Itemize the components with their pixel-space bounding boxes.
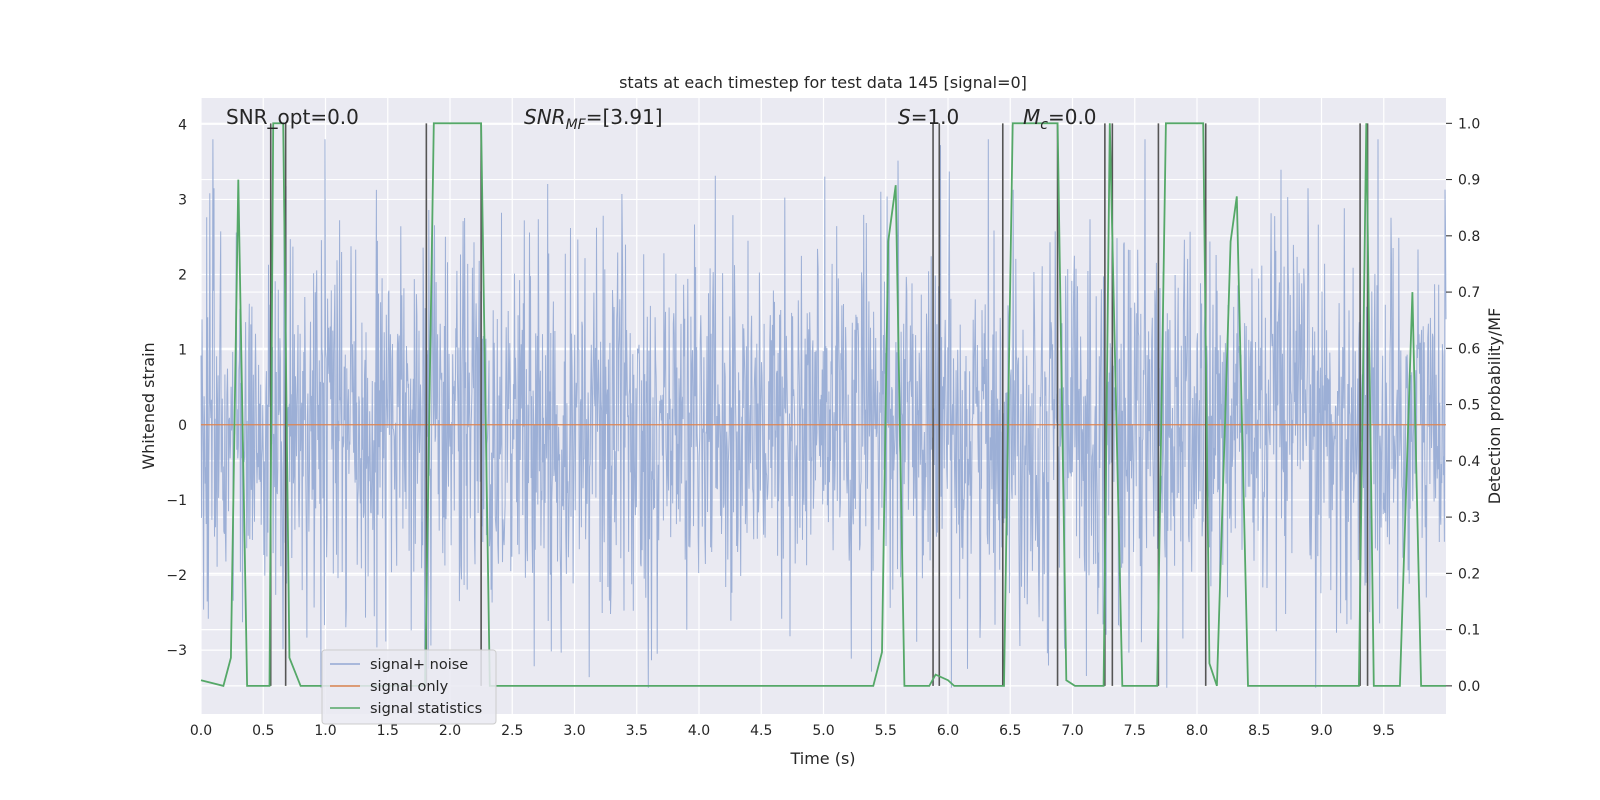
left-y-tick-label: −3	[166, 643, 187, 659]
snr-mf-prefix: SNR	[524, 105, 566, 129]
right-y-tick-label: 0.5	[1458, 398, 1480, 414]
x-axis-ticks: 0.0 0.5 1.0 1.5 2.0 2.5 3.0 3.5 4.0 4.5 5.0 5.5 6.0 6…	[190, 723, 1395, 739]
x-tick-label: 3.0	[563, 723, 585, 739]
x-tick-label: 6.0	[937, 723, 959, 739]
s-annotation: S=1.0	[898, 105, 959, 129]
legend-box	[321, 649, 497, 725]
left-y-tick-label: 4	[178, 117, 187, 133]
x-tick-label: 2.5	[501, 723, 523, 739]
x-tick-label: 9.0	[1310, 723, 1332, 739]
s-value: =1.0	[911, 105, 960, 129]
right-y-tick-label: 0.0	[1458, 679, 1480, 695]
left-y-tick-label: −2	[166, 568, 187, 584]
right-y-tick-label: 0.9	[1458, 173, 1480, 189]
mc-annotation: Mc=0.0	[1023, 105, 1097, 133]
legend-label-signal-only: signal only	[370, 679, 449, 695]
x-tick-label: 5.5	[875, 723, 897, 739]
left-y-axis-ticks: 4 3 2 1 0 −1 −2 −3	[166, 117, 187, 659]
x-tick-label: 7.0	[1061, 723, 1083, 739]
s-label: S	[898, 105, 911, 129]
right-y-axis-label: Detection probability/MF	[1485, 308, 1504, 505]
legend-label-signal-noise: signal+ noise	[370, 657, 468, 673]
signal-noise-series	[200, 139, 1447, 688]
right-y-tick-label: 0.4	[1458, 454, 1480, 470]
x-tick-label: 7.5	[1124, 723, 1146, 739]
x-tick-label: 8.0	[1186, 723, 1208, 739]
x-tick-label: 3.5	[626, 723, 648, 739]
x-tick-label: 2.0	[439, 723, 461, 739]
x-tick-label: 1.0	[314, 723, 336, 739]
right-y-tick-label: 0.1	[1458, 623, 1480, 639]
left-y-tick-label: 1	[178, 343, 187, 359]
legend: signal+ noise signal only signal statist…	[321, 649, 497, 725]
x-tick-label: 5.0	[812, 723, 834, 739]
left-y-tick-label: −1	[166, 493, 187, 509]
snr-opt-annotation: SNR_opt=0.0	[226, 105, 359, 129]
x-tick-label: 0.5	[252, 723, 274, 739]
left-y-axis-label: Whitened strain	[139, 342, 158, 469]
x-tick-label: 8.5	[1248, 723, 1270, 739]
right-y-tick-label: 0.3	[1458, 510, 1480, 526]
mc-subscript: c	[1040, 117, 1048, 133]
mc-label: M	[1023, 105, 1040, 129]
x-tick-label: 6.5	[999, 723, 1021, 739]
left-y-tick-label: 3	[178, 192, 187, 208]
signal-noise-line	[200, 139, 1447, 688]
left-y-tick-label: 2	[178, 268, 187, 284]
right-y-tick-label: 0.6	[1458, 341, 1480, 357]
legend-label-signal-statistics: signal statistics	[370, 701, 482, 717]
x-tick-label: 4.0	[688, 723, 710, 739]
mc-value: =0.0	[1048, 105, 1097, 129]
right-y-tick-label: 0.7	[1458, 285, 1480, 301]
snr-mf-annotation: SNRMF=[3.91]	[524, 105, 663, 133]
snr-mf-subscript: MF	[566, 117, 587, 133]
x-tick-label: 0.0	[190, 723, 212, 739]
right-y-tick-label: 1.0	[1458, 116, 1480, 132]
x-axis-label: Time (s)	[789, 749, 855, 768]
signal-statistics-line	[200, 122, 1446, 687]
x-tick-label: 1.5	[377, 723, 399, 739]
right-y-tick-label: 0.8	[1458, 229, 1480, 245]
snr-mf-value: =[3.91]	[586, 105, 663, 129]
x-tick-label: 4.5	[750, 723, 772, 739]
right-y-tick-label: 0.2	[1458, 566, 1480, 582]
left-y-tick-label: 0	[178, 418, 187, 434]
right-y-axis-ticks: 1.0 0.9 0.8 0.7 0.6 0.5 0.4 0.3 0.2 0.1 0.0	[1446, 116, 1480, 695]
chart-title: stats at each timestep for test data 145…	[619, 73, 1027, 92]
x-tick-label: 9.5	[1373, 723, 1395, 739]
